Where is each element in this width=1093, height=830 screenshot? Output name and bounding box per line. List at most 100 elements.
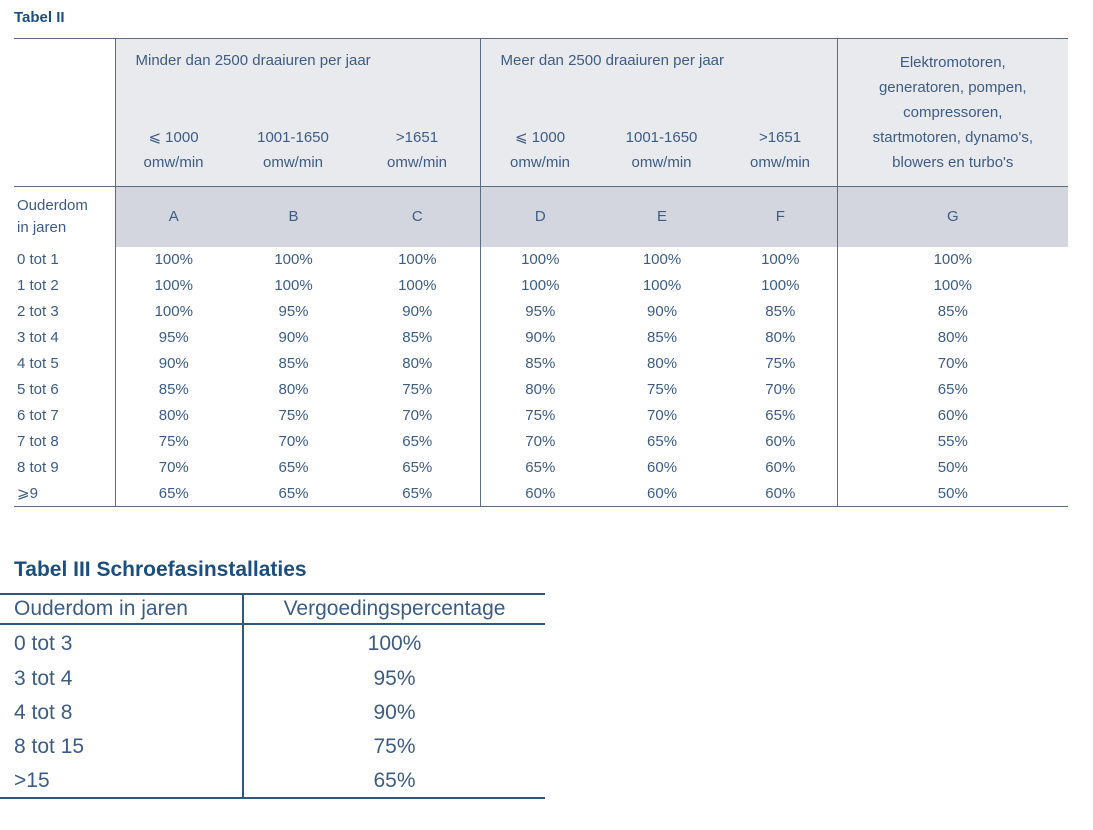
tabel2-header-row-groups: Minder dan 2500 draaiuren per jaar ⩽ 100… xyxy=(14,38,1069,187)
value-cell: 95% xyxy=(278,303,309,320)
value-cell: 100% xyxy=(114,298,232,325)
value-cell: 70% xyxy=(836,350,1069,377)
rpm-unit: omw/min xyxy=(143,154,204,171)
column-letter-f: F xyxy=(724,186,838,247)
tabel-2-title: Tabel II xyxy=(14,9,65,26)
value-cell: 100% xyxy=(114,272,232,299)
value-cell: 80% xyxy=(836,324,1069,351)
value-cell: 100% xyxy=(836,272,1069,299)
value-cell: 60% xyxy=(647,459,678,476)
age-label: 7 tot 8 xyxy=(17,433,59,450)
table-row: 4 tot 5 90% 85% 80% 85% 80% 75% 70% xyxy=(14,350,1069,377)
value-cell: 75% xyxy=(647,381,678,398)
value-cell: 85% xyxy=(765,303,796,320)
age-label: 6 tot 7 xyxy=(17,407,59,424)
value-cell: 100% xyxy=(274,251,313,268)
rpm-subheader: ⩽ 1000 omw/min xyxy=(481,125,600,175)
value-cell: 85% xyxy=(836,298,1069,325)
age-label: 4 tot 8 xyxy=(14,701,73,724)
table-row: ⩾9 65% 65% 65% 60% 60% 60% 50% xyxy=(14,480,1069,507)
rpm-subheaders: ⩽ 1000 omw/min 1001-1650 omw/min >1651 o… xyxy=(481,125,837,175)
value-cell: 60% xyxy=(479,480,601,507)
tabel2-header-row-letters: Ouderdom in jaren A B C D E F G xyxy=(14,186,1069,247)
value-cell: 100% xyxy=(274,277,313,294)
column-letter-d: D xyxy=(479,186,601,247)
value-cell: 75% xyxy=(278,407,309,424)
value-cell: 65% xyxy=(765,407,796,424)
value-cell: 70% xyxy=(479,428,601,455)
value-cell: 100% xyxy=(642,251,682,268)
group-title: Elektromotoren, generatoren, pompen, com… xyxy=(872,54,1033,171)
value-cell: 100% xyxy=(479,272,601,299)
value-cell: 80% xyxy=(479,376,601,403)
value-cell: 85% xyxy=(114,376,232,403)
group-title: Meer dan 2500 draaiuren per jaar xyxy=(500,52,725,69)
age-label: 4 tot 5 xyxy=(17,355,59,372)
value-cell: 95% xyxy=(242,662,545,696)
age-label: 5 tot 6 xyxy=(17,381,59,398)
value-cell: 90% xyxy=(114,350,232,377)
rpm-unit: omw/min xyxy=(750,154,811,171)
value-cell: 70% xyxy=(647,407,678,424)
header-vergoedingspercentage: Vergoedingspercentage xyxy=(242,593,545,625)
value-cell: 70% xyxy=(278,433,309,450)
value-cell: 60% xyxy=(836,402,1069,429)
column-letter-e: E xyxy=(600,186,725,247)
value-cell: 65% xyxy=(836,376,1069,403)
value-cell: 85% xyxy=(479,350,601,377)
header-ouderdom: Ouderdom in jaren xyxy=(0,593,243,625)
table-row: 2 tot 3 100% 95% 90% 95% 90% 85% 85% xyxy=(14,298,1069,325)
value-cell: 100% xyxy=(761,251,800,268)
age-label: 0 tot 1 xyxy=(17,251,59,268)
value-cell: 65% xyxy=(278,459,309,476)
value-cell: 50% xyxy=(836,480,1069,507)
value-cell: 100% xyxy=(398,277,437,294)
value-cell: 55% xyxy=(836,428,1069,455)
group-header-meer-2500: Meer dan 2500 draaiuren per jaar ⩽ 1000 … xyxy=(479,38,838,187)
value-cell: 65% xyxy=(242,764,545,799)
value-cell: 95% xyxy=(114,324,232,351)
rpm-range: 1001-1650 xyxy=(625,129,698,146)
table-row: 8 tot 15 75% xyxy=(0,730,545,764)
table-row: 3 tot 4 95% 90% 85% 90% 85% 80% 80% xyxy=(14,324,1069,351)
age-label: 8 tot 15 xyxy=(14,735,85,758)
value-cell: 100% xyxy=(479,246,601,273)
column-letter-c: C xyxy=(355,186,481,247)
corner-cell xyxy=(14,38,115,187)
value-cell: 85% xyxy=(278,355,309,372)
value-cell: 60% xyxy=(765,433,796,450)
value-cell: 70% xyxy=(402,407,433,424)
table-row: 1 tot 2 100% 100% 100% 100% 100% 100% 10… xyxy=(14,272,1069,299)
tabel-3: Ouderdom in jaren Vergoedingspercentage … xyxy=(0,593,545,799)
value-cell: 65% xyxy=(402,433,433,450)
value-cell: 75% xyxy=(402,381,433,398)
row-header-label: Ouderdom in jaren xyxy=(17,196,88,236)
rpm-subheader: >1651 omw/min xyxy=(724,125,837,175)
rpm-unit: omw/min xyxy=(631,154,692,171)
value-cell: 60% xyxy=(724,480,838,507)
rpm-subheaders: ⩽ 1000 omw/min 1001-1650 omw/min >1651 o… xyxy=(116,125,480,175)
value-cell: 75% xyxy=(765,355,796,372)
value-cell: 80% xyxy=(647,355,678,372)
age-label: 0 tot 3 xyxy=(14,631,73,655)
age-label: 1 tot 2 xyxy=(17,277,59,294)
value-cell: 75% xyxy=(114,428,232,455)
table-row: 8 tot 9 70% 65% 65% 65% 60% 60% 50% xyxy=(14,454,1069,481)
value-cell: 90% xyxy=(402,303,433,320)
value-cell: 65% xyxy=(647,433,678,450)
age-label: 3 tot 4 xyxy=(17,329,59,346)
value-cell: 100% xyxy=(114,246,232,273)
rpm-subheader: 1001-1650 omw/min xyxy=(232,125,355,175)
age-label: 2 tot 3 xyxy=(17,303,59,320)
group-content: Minder dan 2500 draaiuren per jaar ⩽ 100… xyxy=(116,39,480,186)
value-cell: 70% xyxy=(114,454,232,481)
value-cell: 90% xyxy=(242,696,545,730)
table-row: 7 tot 8 75% 70% 65% 70% 65% 60% 55% xyxy=(14,428,1069,455)
rpm-unit: omw/min xyxy=(262,154,323,171)
rpm-subheader: >1651 omw/min xyxy=(355,125,480,175)
value-cell: 60% xyxy=(765,459,796,476)
value-cell: 65% xyxy=(232,480,355,507)
value-cell: 80% xyxy=(114,402,232,429)
value-cell: 100% xyxy=(398,251,437,268)
tabel-2: Minder dan 2500 draaiuren per jaar ⩽ 100… xyxy=(14,38,1069,507)
